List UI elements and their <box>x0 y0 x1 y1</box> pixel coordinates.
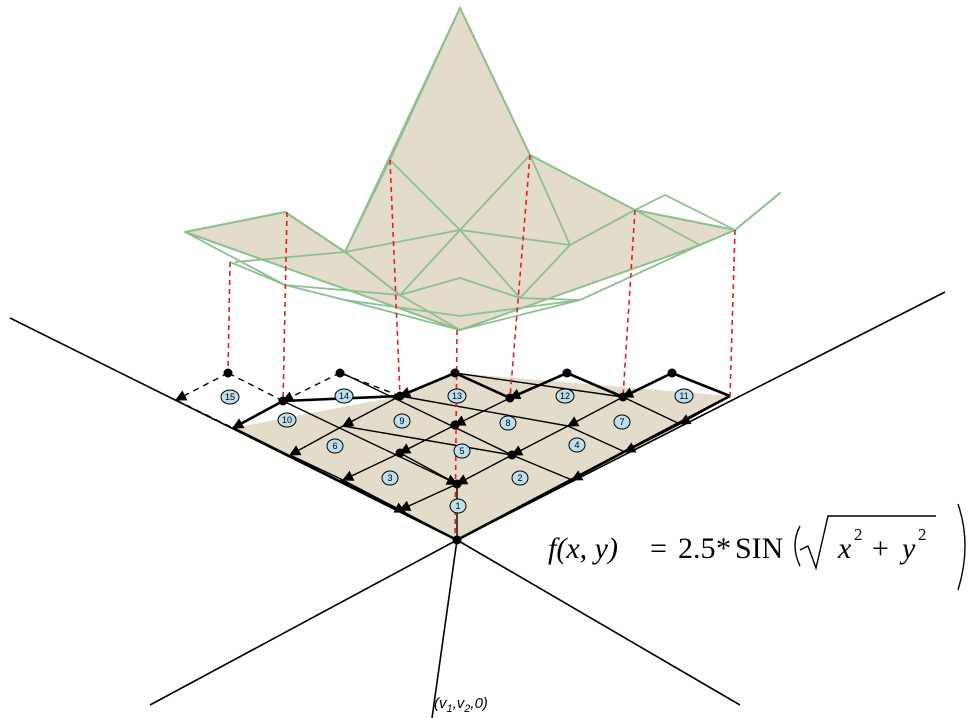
surface-mesh <box>184 5 781 331</box>
cell-badge-8: 8 <box>499 415 517 431</box>
formula-right-paren <box>957 503 966 591</box>
cell-badge-4: 4 <box>568 437 586 453</box>
cell-badge-14: 14 <box>334 388 354 404</box>
grid-surface-fill <box>233 373 730 540</box>
svg-text:15: 15 <box>225 392 235 402</box>
svg-text:1: 1 <box>455 501 460 511</box>
cell-badges: 1 2 3 4 5 6 7 8 9 10 11 12 13 14 15 <box>220 388 694 514</box>
formula-plus: + <box>872 532 889 565</box>
projection-lines <box>227 154 736 541</box>
svg-text:5: 5 <box>459 446 464 456</box>
formula-x-exponent: 2 <box>854 525 863 544</box>
formula-y-exponent: 2 <box>918 525 927 544</box>
formula: f(x, y) = 2.5 * SIN x 2 + y 2 <box>548 503 966 591</box>
cell-badge-13: 13 <box>447 388 467 404</box>
cell-badge-12: 12 <box>555 388 575 404</box>
origin-coordinate-label: (v1,v2,0) <box>434 695 488 715</box>
grid-edges <box>232 371 731 542</box>
cell-badge-1: 1 <box>449 498 467 514</box>
formula-y-term: y <box>899 532 916 565</box>
formula-constant: 2.5 <box>678 532 716 565</box>
svg-text:11: 11 <box>679 391 688 401</box>
svg-text:14: 14 <box>339 391 349 401</box>
cell-badge-9: 9 <box>393 413 411 429</box>
svg-text:13: 13 <box>452 391 462 401</box>
cell-badge-3: 3 <box>381 470 399 486</box>
grid-nodes <box>223 368 677 545</box>
svg-text:6: 6 <box>332 441 337 451</box>
svg-text:7: 7 <box>619 417 624 427</box>
svg-text:8: 8 <box>505 418 510 428</box>
cell-badge-15: 15 <box>220 389 240 405</box>
svg-text:10: 10 <box>282 415 292 425</box>
formula-x-term: x <box>837 532 852 565</box>
formula-equals: = <box>650 532 667 565</box>
formula-lhs: f(x, y) <box>548 532 618 565</box>
cell-badge-10: 10 <box>277 412 297 428</box>
formula-function: SIN <box>735 532 783 565</box>
cell-badge-6: 6 <box>326 438 344 454</box>
dashed-cell-edges <box>175 372 401 429</box>
cell-badge-5: 5 <box>453 443 471 459</box>
formula-left-paren <box>794 525 801 567</box>
svg-text:2: 2 <box>517 473 522 483</box>
formula-operator: * <box>716 532 731 565</box>
svg-text:4: 4 <box>574 440 579 450</box>
formula-sqrt-sign <box>799 515 936 571</box>
cell-badge-11: 11 <box>674 388 694 404</box>
svg-text:3: 3 <box>387 473 392 483</box>
cell-badge-2: 2 <box>511 470 529 486</box>
svg-text:12: 12 <box>560 391 570 401</box>
svg-text:9: 9 <box>399 416 404 426</box>
cell-badge-7: 7 <box>613 414 631 430</box>
